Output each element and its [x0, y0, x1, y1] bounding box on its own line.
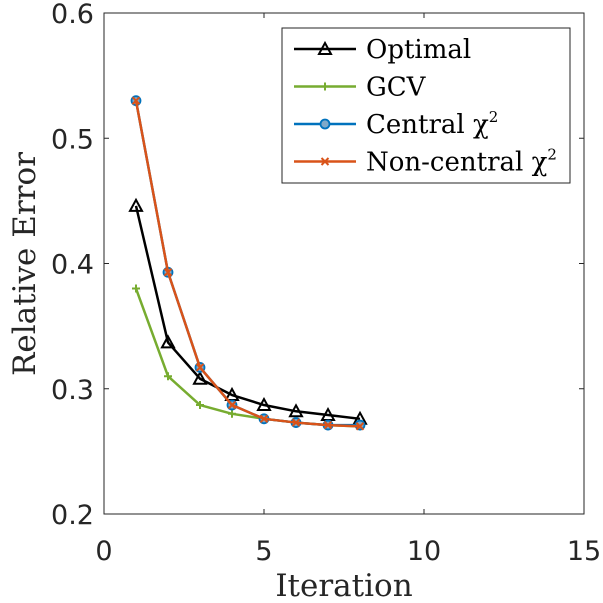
- data-point-optimal: [128, 197, 144, 212]
- legend-label: Central χ2: [366, 108, 498, 140]
- legend-label: GCV: [366, 73, 427, 103]
- legend-swatch-marker: [317, 40, 333, 55]
- x-tick-label: 10: [407, 536, 441, 567]
- data-point-non-central: [131, 96, 141, 105]
- legend: Optimal GCV Central χ2 Non-central χ2: [281, 27, 571, 184]
- y-tick-label: 0.5: [51, 124, 94, 155]
- data-point-gcv: [196, 401, 204, 410]
- data-point-optimal: [160, 334, 176, 349]
- data-point-gcv: [228, 409, 236, 418]
- series-line-non-central: [134, 100, 361, 428]
- legend-item-gcv: GCV: [294, 73, 427, 103]
- series-non-central: [131, 96, 365, 431]
- data-point-non-central: [259, 414, 269, 424]
- data-point-gcv: [132, 284, 140, 293]
- x-axis-title: Iteration: [275, 568, 412, 603]
- legend-item-central: Central χ2: [294, 108, 498, 140]
- y-tick-label: 0.6: [51, 0, 94, 30]
- data-point-non-central: [227, 400, 237, 410]
- y-tick-label: 0.4: [51, 250, 94, 281]
- x-tick-label: 0: [95, 536, 112, 567]
- data-point-optimal: [288, 403, 304, 418]
- y-tick-label: 0.2: [51, 500, 94, 531]
- legend-swatch-marker: [321, 82, 329, 91]
- legend-label-superscript: 2: [489, 108, 499, 126]
- data-point-non-central: [323, 420, 333, 430]
- legend-label: Non-central χ2: [366, 146, 557, 178]
- y-axis-title: Relative Error: [7, 152, 43, 376]
- legend-item-optimal: Optimal: [294, 35, 471, 65]
- legend-swatch-marker: [320, 157, 330, 166]
- legend-item-non-central: Non-central χ2: [294, 146, 557, 178]
- data-point-optimal: [192, 370, 208, 385]
- legend-swatch-marker: [319, 118, 331, 130]
- legend-label-superscript: 2: [547, 146, 557, 164]
- data-point-non-central: [195, 363, 205, 372]
- series-layer: [128, 95, 368, 431]
- data-point-optimal: [256, 396, 272, 412]
- data-point-non-central: [291, 418, 301, 427]
- series-line-optimal: [134, 205, 361, 421]
- y-tick-label: 0.3: [51, 375, 94, 406]
- x-tick-label: 5: [255, 536, 272, 567]
- data-point-gcv: [164, 372, 172, 381]
- x-tick-label: 15: [567, 536, 601, 567]
- data-point-non-central: [355, 422, 365, 431]
- ticks-layer: 0 5 10 15 0.2 0.3 0.4 0.5 0.6: [51, 0, 601, 567]
- data-point-non-central: [163, 268, 173, 277]
- legend-label: Optimal: [366, 35, 471, 65]
